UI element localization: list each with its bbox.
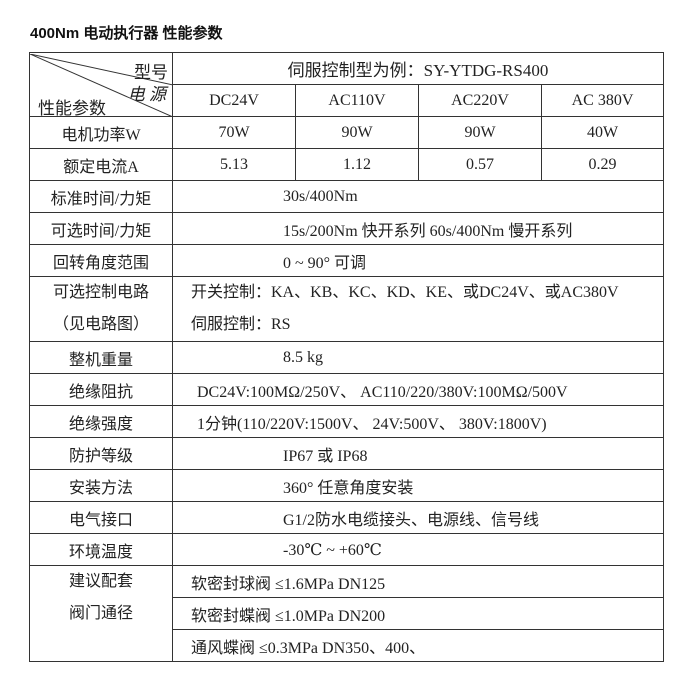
- cell: 0 ~ 90° 可调: [172, 244, 664, 277]
- cell: G1/2防水电缆接头、电源线、信号线: [172, 501, 664, 534]
- cell: 70W: [172, 116, 296, 149]
- value-line: 伺服控制：RS: [191, 316, 291, 333]
- cell: IP67 或 IP68: [172, 437, 664, 470]
- row-label: 安装方法: [29, 469, 173, 502]
- corner-param: 性能参数: [38, 98, 106, 117]
- cell: -30℃ ~ +60℃: [172, 533, 664, 566]
- table-row: 可选时间/力矩 15s/200Nm 快开系列 60s/400Nm 慢开系列: [29, 212, 664, 245]
- cell: 90W: [418, 116, 542, 149]
- cell: 1分钟(110/220V:1500V、 24V:500V、 380V:1800V…: [172, 405, 664, 438]
- voltage: AC110V: [295, 84, 419, 117]
- table-row: 可选控制电路 （见电路图） 开关控制：KA、KB、KC、KD、KE、或DC24V、…: [29, 276, 664, 342]
- table-row: 标准时间/力矩 30s/400Nm: [29, 180, 664, 213]
- row-label: 整机重量: [29, 341, 173, 374]
- table-row: 额定电流A 5.13 1.12 0.57 0.29: [29, 148, 664, 181]
- row-label: 标准时间/力矩: [29, 180, 173, 213]
- table-row: 电机功率W 70W 90W 90W 40W: [29, 116, 664, 149]
- table-row: 回转角度范围 0 ~ 90° 可调: [29, 244, 664, 277]
- cell: 开关控制：KA、KB、KC、KD、KE、或DC24V、或AC380V 伺服控制：R…: [172, 276, 664, 342]
- cell: 360° 任意角度安装: [172, 469, 664, 502]
- row-label: 回转角度范围: [29, 244, 173, 277]
- label-line: 阀门通径: [68, 605, 133, 622]
- row-label: 可选时间/力矩: [29, 212, 173, 245]
- cell: 8.5 kg: [172, 341, 664, 374]
- voltage: AC220V: [418, 84, 542, 117]
- voltage: AC 380V: [541, 84, 664, 117]
- cell: 30s/400Nm: [172, 180, 664, 213]
- diagonal-lines: [30, 53, 172, 116]
- table-row: 整机重量 8.5 kg: [29, 341, 664, 374]
- row-label: 防护等级: [29, 437, 173, 470]
- row-label: 绝缘强度: [29, 405, 173, 438]
- table-row: 绝缘阻抗 DC24V:100MΩ/250V、 AC110/220/380V:100…: [29, 373, 664, 406]
- table-row: 通风蝶阀 ≤0.3MPa DN350、400、: [30, 629, 664, 662]
- corner-cell: 型号 电 源 性能参数: [29, 52, 173, 117]
- cell: 软密封球阀 ≤1.6MPa DN125: [172, 565, 664, 598]
- table-row: 防护等级 IP67 或 IP68: [29, 437, 664, 470]
- cell: 90W: [295, 116, 419, 149]
- spec-table: 型号 电 源 性能参数 伺服控制型为例：SY-YTDG-RS400 DC24V …: [29, 52, 664, 662]
- cell: 5.13: [172, 148, 296, 181]
- label-line: 可选控制电路: [52, 284, 149, 301]
- row-label: 绝缘阻抗: [29, 373, 173, 406]
- table-row: 电气接口 G1/2防水电缆接头、电源线、信号线: [29, 501, 664, 534]
- cell: 1.12: [295, 148, 419, 181]
- row-label: 建议配套 阀门通径: [29, 565, 173, 662]
- table-row: 环境温度 -30℃ ~ +60℃: [29, 533, 664, 566]
- row-label: 额定电流A: [29, 148, 173, 181]
- cell: 软密封蝶阀 ≤1.0MPa DN200: [172, 597, 664, 630]
- model-example: 伺服控制型为例：SY-YTDG-RS400: [172, 52, 664, 85]
- row-label: 环境温度: [29, 533, 173, 566]
- voltage: DC24V: [172, 84, 296, 117]
- page-title: 400Nm 电动执行器 性能参数: [30, 25, 223, 42]
- corner-power: 电 源: [127, 84, 166, 104]
- cell: 40W: [541, 116, 664, 149]
- cell: 15s/200Nm 快开系列 60s/400Nm 慢开系列: [172, 212, 664, 245]
- corner-model: 型号: [134, 62, 168, 82]
- table-row: 绝缘强度 1分钟(110/220V:1500V、 24V:500V、 380V:1…: [29, 405, 664, 438]
- cell: DC24V:100MΩ/250V、 AC110/220/380V:100MΩ/5…: [172, 373, 664, 406]
- label-line: （见电路图）: [52, 316, 149, 333]
- value-line: 开关控制：KA、KB、KC、KD、KE、或DC24V、或AC380V: [191, 284, 619, 301]
- cell: 0.57: [418, 148, 542, 181]
- label-line: 建议配套: [68, 573, 133, 590]
- table-row: 建议配套阀门通径 软密封球阀 ≤1.6MPa DN125: [29, 565, 664, 662]
- cell: 0.29: [541, 148, 664, 181]
- row-label: 电气接口: [29, 501, 173, 534]
- table-row: 安装方法 360° 任意角度安装: [29, 469, 664, 502]
- row-label: 可选控制电路 （见电路图）: [29, 276, 173, 342]
- cell: 通风蝶阀 ≤0.3MPa DN350、400、: [172, 629, 664, 662]
- row-label: 电机功率W: [29, 116, 173, 149]
